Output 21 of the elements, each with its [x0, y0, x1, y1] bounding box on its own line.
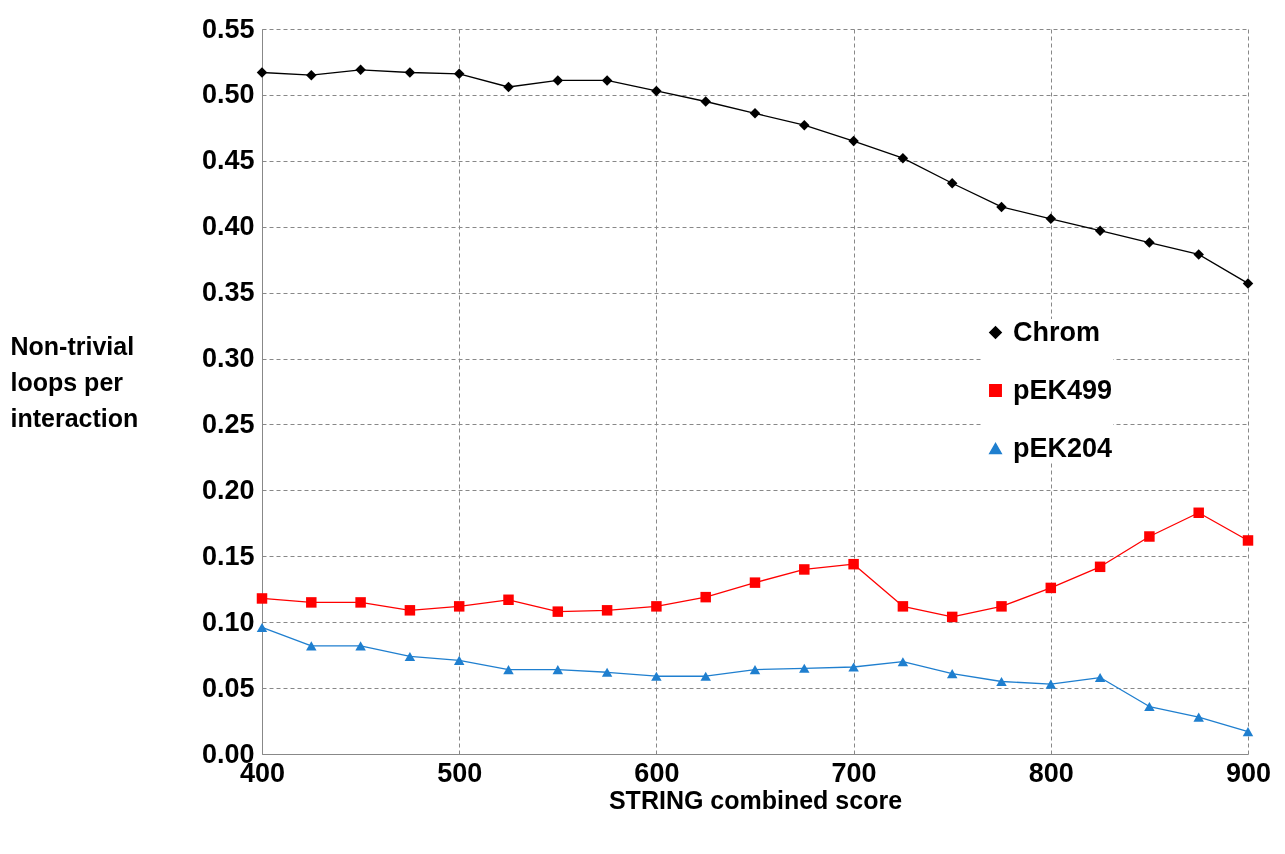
legend-label: Chrom: [1013, 316, 1100, 347]
y-tick-label: 0.55: [201, 13, 255, 44]
y-tick-label: 0.45: [201, 145, 255, 176]
legend-label: pEK499: [1013, 374, 1113, 405]
legend-label: pEK204: [1013, 432, 1113, 463]
y-tick-label: 0.15: [201, 540, 255, 571]
x-tick-label: 500: [437, 757, 483, 788]
x-tick-label: 900: [1225, 757, 1272, 788]
x-tick-label: 700: [831, 757, 877, 788]
y-tick-label: 0.20: [201, 474, 255, 505]
y-tick-label: 0.40: [201, 211, 255, 242]
y-tick-label: 0.10: [201, 606, 255, 637]
y-tick-label: 0.35: [201, 277, 255, 308]
y-tick-label: 0.05: [201, 672, 255, 703]
x-axis-title: STRING combined score: [608, 785, 903, 814]
y-tick-label: 0.50: [201, 79, 255, 110]
x-tick-label: 600: [634, 757, 680, 788]
y-tick-label: 0.25: [201, 408, 255, 439]
y-tick-label: 0.30: [201, 343, 255, 374]
y-axis-title: Non-trivial loops per interaction: [10, 331, 139, 432]
x-tick-label: 800: [1028, 757, 1074, 788]
